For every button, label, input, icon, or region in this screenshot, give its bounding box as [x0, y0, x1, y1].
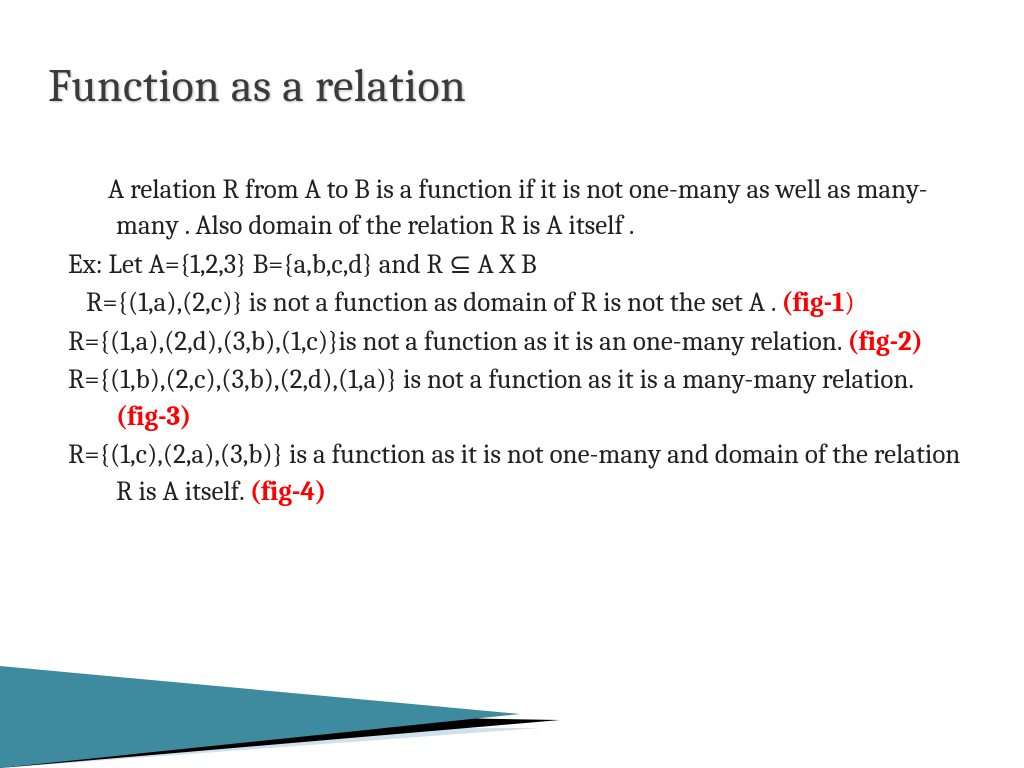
paragraph-definition: A relation R from A to B is a function i… [68, 172, 964, 245]
slide-title: Function as a relation [48, 60, 466, 113]
fig-2-ref: (fig-2) [848, 326, 923, 357]
paragraph-example-sets: Ex: Let A={1,2,3} B={a,b,c,d} and R ⊆ A … [68, 247, 964, 283]
case-4-text: R={(1,c),(2,a),(3,b)} is a function as i… [68, 439, 960, 506]
fig-3-ref: (fig-3) [116, 401, 191, 432]
case-2-text: R={(1,a),(2,d),(3,b),(1,c)}is not a func… [68, 326, 848, 357]
paragraph-case-1: R={(1,a),(2,c)} is not a function as dom… [68, 285, 964, 321]
case-1-text: R={(1,a),(2,c)} is not a function as dom… [86, 287, 782, 318]
fig-4-ref: (fig-4) [250, 476, 326, 507]
paragraph-case-3: R={(1,b),(2,c),(3,b),(2,d),(1,a)} is not… [68, 362, 964, 435]
decorative-wedge [0, 628, 1024, 768]
paragraph-case-4: R={(1,c),(2,a),(3,b)} is a function as i… [68, 437, 964, 510]
slide-body: A relation R from A to B is a function i… [68, 172, 964, 512]
case-3-text: R={(1,b),(2,c),(3,b),(2,d),(1,a)} is not… [68, 364, 913, 395]
fig-1-ref: (fig-1 [782, 287, 845, 318]
paragraph-case-2: R={(1,a),(2,d),(3,b),(1,c)}is not a func… [68, 324, 964, 360]
fig-1-close: ) [844, 287, 854, 318]
